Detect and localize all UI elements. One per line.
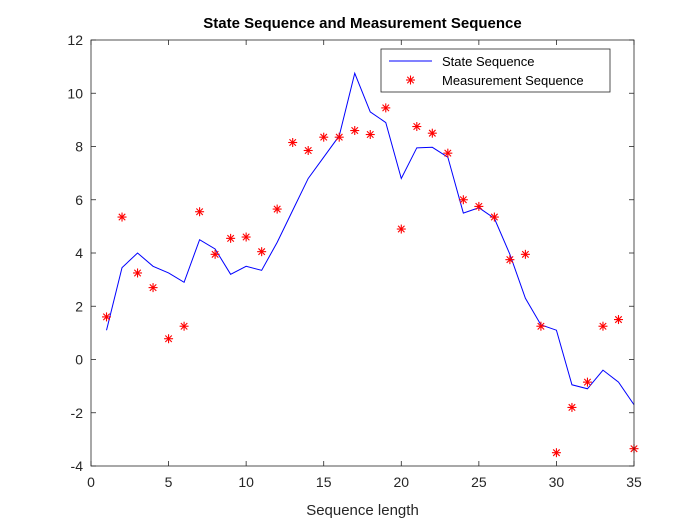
plot-area-background	[91, 40, 634, 466]
measurement-point	[164, 334, 174, 344]
series-layer	[102, 71, 639, 458]
x-tick-label: 15	[316, 474, 332, 490]
y-tick-label: -2	[71, 405, 84, 421]
measurement-point	[272, 204, 282, 214]
measurement-point	[474, 201, 484, 211]
legend-state-label: State Sequence	[442, 54, 535, 69]
y-tick-label: 6	[75, 192, 83, 208]
x-axis-label: Sequence length	[306, 502, 419, 519]
measurement-point	[350, 126, 360, 136]
measurement-point	[195, 207, 205, 217]
x-tick-label: 30	[549, 474, 565, 490]
measurement-point	[210, 249, 220, 259]
legend-measurement-marker	[406, 75, 415, 85]
measurement-point	[179, 321, 189, 331]
measurement-point	[365, 130, 375, 140]
measurement-point	[443, 148, 453, 158]
measurement-point	[241, 232, 251, 242]
measurement-point	[133, 268, 143, 278]
legend: State Sequence Measurement Sequence	[380, 48, 611, 93]
measurement-point	[489, 212, 499, 222]
y-tick-label: 2	[75, 298, 83, 314]
measurement-point	[303, 145, 313, 155]
x-tick-label: 10	[238, 474, 254, 490]
measurement-point	[319, 132, 329, 142]
y-tick-label: 8	[75, 139, 83, 155]
measurement-point	[551, 448, 561, 458]
y-tick-label: 0	[75, 352, 83, 368]
y-tick-label: 12	[67, 32, 83, 48]
measurement-point	[598, 321, 608, 331]
x-tick-label: 0	[87, 474, 95, 490]
x-tick-label: 25	[471, 474, 487, 490]
measurement-point	[102, 312, 112, 322]
measurement-point	[536, 321, 546, 331]
measurement-point	[427, 128, 437, 138]
measurement-point	[334, 132, 344, 142]
measurement-point	[613, 315, 623, 325]
x-tick-label: 5	[165, 474, 173, 490]
measurement-point	[567, 402, 577, 412]
measurement-point	[148, 283, 158, 293]
measurement-point	[117, 212, 127, 222]
measurement-point	[396, 224, 406, 234]
legend-asterisk	[406, 75, 415, 85]
chart-title: State Sequence and Measurement Sequence	[203, 15, 521, 32]
x-tick-label: 35	[626, 474, 642, 490]
measurement-point	[381, 103, 391, 113]
measurement-point	[226, 233, 236, 243]
y-tick-label: 10	[67, 85, 83, 101]
measurement-point	[505, 255, 515, 265]
y-tick-label: -4	[71, 458, 84, 474]
y-tick-label: 4	[75, 245, 83, 261]
x-tick-label: 20	[393, 474, 409, 490]
measurement-point	[520, 249, 530, 259]
measurement-point	[412, 122, 422, 132]
measurement-point	[458, 195, 468, 205]
axes-layer: 0 5 10 15 20 25 30 35 -4 -2 0 2 4 6 8 10 12	[67, 32, 642, 490]
measurement-point	[288, 138, 298, 148]
measurement-point	[257, 247, 267, 257]
legend-box	[380, 48, 611, 93]
state-sequence-line	[106, 71, 635, 406]
legend-measurement-label: Measurement Sequence	[442, 73, 584, 88]
measurement-point	[582, 377, 592, 387]
